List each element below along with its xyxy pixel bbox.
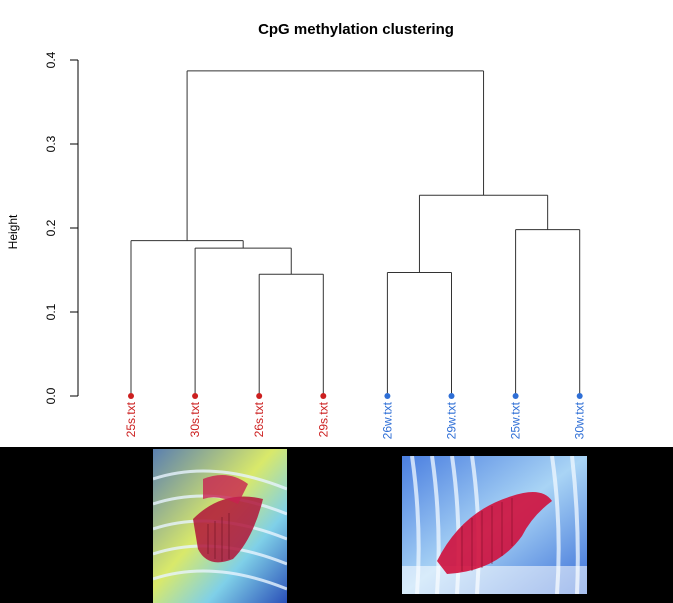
leaf-labels: 25s.txt 30s.txt 26s.txt 29s.txt 26w.txt 29w.t…: [124, 393, 587, 439]
leaf-label: 29s.txt: [316, 401, 330, 437]
y-tick-label: 0.2: [44, 219, 58, 236]
image-band: [0, 447, 673, 603]
heart-anatomy-illustration-1: [153, 449, 287, 603]
leaf-marker: [192, 393, 199, 399]
leaf-label: 25w.txt: [509, 401, 523, 439]
leaf-marker: [448, 393, 455, 399]
leaf-marker: [320, 393, 327, 399]
y-tick-label: 0.4: [44, 51, 58, 68]
leaf-marker: [384, 393, 391, 399]
leaf-label: 26w.txt: [380, 401, 394, 439]
leaf-label: 25s.txt: [124, 401, 138, 437]
dendrogram-chart: CpG methylation clustering Height 0.0 0.1…: [6, 21, 587, 439]
heart-anatomy-illustration-2: [402, 456, 587, 594]
leaf-label: 26s.txt: [252, 401, 266, 437]
y-axis-label: Height: [6, 214, 20, 249]
leaf-label: 30s.txt: [188, 401, 202, 437]
y-tick-label: 0.0: [44, 387, 58, 404]
leaf-marker: [512, 393, 519, 399]
dendrogram-svg: CpG methylation clustering Height 0.0 0.1…: [6, 21, 587, 439]
y-axis: 0.0 0.1 0.2 0.3 0.4: [44, 51, 79, 404]
leaf-label: 30w.txt: [573, 401, 587, 439]
y-tick-label: 0.3: [44, 135, 58, 152]
dendrogram-tree: [130, 70, 581, 396]
leaf-marker: [256, 393, 263, 399]
y-tick-label: 0.1: [44, 303, 58, 320]
leaf-marker: [128, 393, 134, 399]
chart-title: CpG methylation clustering: [258, 21, 454, 38]
leaf-marker: [576, 393, 583, 399]
leaf-label: 29w.txt: [445, 401, 459, 439]
